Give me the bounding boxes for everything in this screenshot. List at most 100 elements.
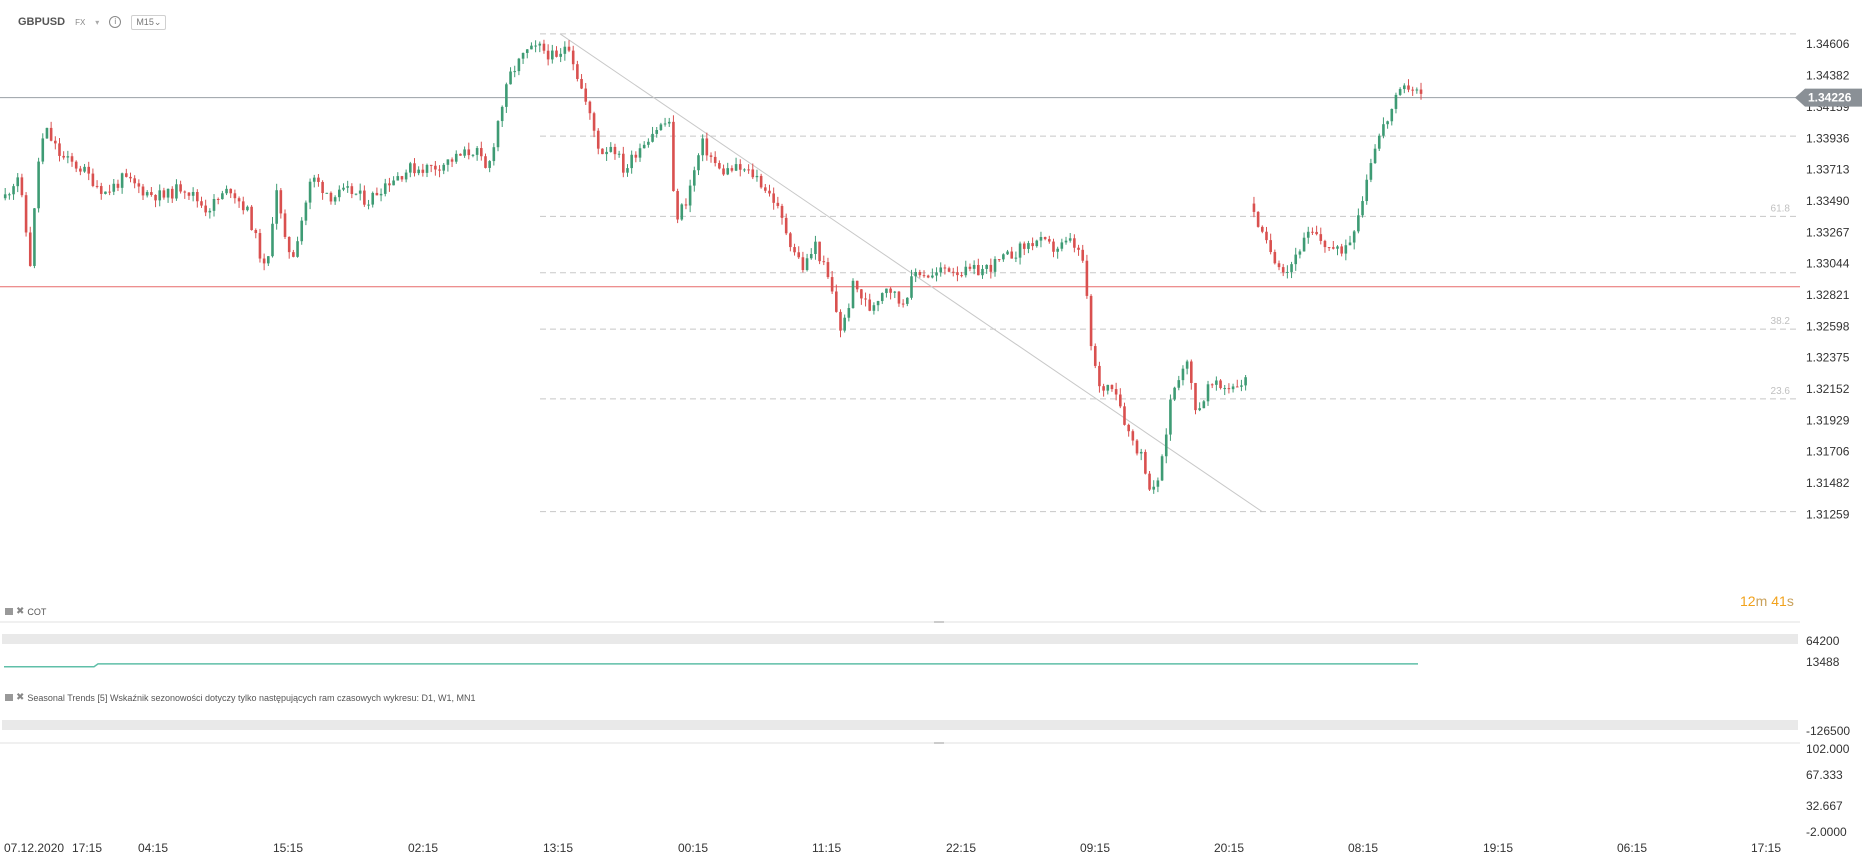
candle-body: [254, 230, 258, 234]
cot-band-bottom: [2, 720, 1798, 730]
chevron-down-icon[interactable]: ▾: [95, 17, 100, 27]
candle-body: [83, 166, 86, 172]
candle-body: [1277, 263, 1281, 268]
candle-body: [1110, 384, 1114, 390]
info-icon[interactable]: i: [109, 16, 122, 28]
cot-indicator-line: [4, 663, 1418, 668]
time-axis-tick-label: 00:15: [678, 841, 708, 855]
candle-body: [1081, 249, 1085, 261]
candle-body: [814, 241, 817, 255]
candle-body: [484, 156, 487, 168]
candle-body: [647, 141, 650, 145]
candle-body: [166, 188, 170, 198]
countdown-seconds: 41: [1771, 593, 1787, 609]
candle-body: [20, 177, 24, 196]
candle-body: [1357, 215, 1360, 232]
candle-body: [1373, 148, 1377, 164]
candle-body: [1281, 267, 1285, 273]
candle-body: [525, 49, 529, 53]
candle-body: [1018, 243, 1022, 258]
candle-body: [492, 147, 496, 162]
candle-body: [960, 275, 963, 277]
candle-body: [459, 153, 462, 156]
candle-body: [622, 153, 625, 173]
candle-body: [947, 268, 951, 272]
price-axis-tick-label: 1.33490: [1806, 194, 1850, 208]
candle-body: [1173, 387, 1176, 400]
candle-body: [1210, 384, 1214, 386]
candle-body: [1261, 226, 1264, 232]
candle-body: [1123, 406, 1126, 425]
candle-body: [1327, 247, 1331, 249]
candle-body: [1298, 251, 1302, 255]
candle-body: [388, 183, 391, 186]
close-icon[interactable]: ✖: [16, 692, 25, 703]
candle-body: [872, 305, 876, 311]
candle-body: [246, 206, 249, 211]
candle-body: [429, 164, 433, 166]
candle-body: [655, 129, 659, 134]
panel-settings-icon[interactable]: [5, 694, 13, 701]
candle-body: [300, 220, 304, 242]
candle-body: [651, 133, 654, 142]
candle-body: [338, 189, 341, 198]
countdown-minutes: 12: [1740, 593, 1756, 609]
close-icon[interactable]: ✖: [16, 606, 25, 617]
countdown-minutes-unit: m: [1756, 593, 1768, 609]
candle-body: [588, 101, 592, 114]
candle-body: [409, 163, 412, 173]
candle-body: [1403, 85, 1406, 90]
candle-body: [538, 43, 542, 46]
candle-body: [939, 267, 943, 273]
candle-body: [1135, 440, 1139, 454]
fibonacci-level-label: 23.6: [1771, 386, 1791, 397]
candle-body: [981, 268, 984, 276]
time-axis: 07.12.2020 17:15 04:15 15:15 02:15 13:15 00:15…: [4, 841, 1781, 855]
candle-body: [196, 191, 199, 202]
candle-body: [392, 180, 395, 186]
candle-body: [404, 172, 408, 180]
symbol-name[interactable]: GBPUSD: [18, 16, 66, 28]
timeframe-selector[interactable]: M15⌄: [131, 14, 167, 30]
cot-panel: 64200 13488 -126500: [2, 621, 1850, 738]
candle-body: [258, 233, 262, 259]
candle-body: [1169, 399, 1172, 435]
candle-body: [24, 195, 28, 233]
cot-panel-header: ✖ COT: [5, 606, 46, 617]
candle-body: [183, 191, 187, 193]
candle-body: [1252, 203, 1256, 212]
candle-body: [229, 188, 233, 194]
candle-body: [1073, 238, 1076, 248]
time-axis-tick-label: 06:15: [1617, 841, 1647, 855]
candle-body: [250, 206, 253, 231]
candle-body: [1164, 434, 1168, 457]
candle-body: [768, 190, 771, 194]
price-axis-tick-label: 1.31706: [1806, 445, 1850, 459]
candle-body: [99, 186, 103, 194]
candle-body: [592, 113, 596, 131]
candle-body: [1223, 388, 1227, 390]
candle-body: [312, 177, 316, 182]
candle-body: [580, 78, 583, 89]
candle-body: [826, 262, 830, 278]
candle-body: [1340, 246, 1343, 254]
panel-settings-icon[interactable]: [5, 608, 13, 615]
candle-body: [66, 156, 70, 158]
candle-body: [534, 45, 537, 47]
candle-body: [1177, 380, 1181, 388]
candle-body: [62, 155, 65, 158]
candle-body: [830, 277, 834, 292]
candle-body: [1269, 240, 1272, 253]
candle-body: [108, 191, 111, 193]
candle-body: [789, 233, 792, 248]
candle-body: [918, 271, 922, 276]
time-axis-tick-label: 09:15: [1080, 841, 1110, 855]
candle-body: [713, 156, 717, 164]
candle-body: [680, 204, 684, 220]
fibonacci-levels: 61.8 38.2 23.6: [540, 33, 1800, 513]
candle-body: [876, 301, 880, 306]
current-price-tag: [1795, 88, 1862, 107]
candle-body: [672, 121, 675, 192]
candle-body: [676, 191, 679, 220]
